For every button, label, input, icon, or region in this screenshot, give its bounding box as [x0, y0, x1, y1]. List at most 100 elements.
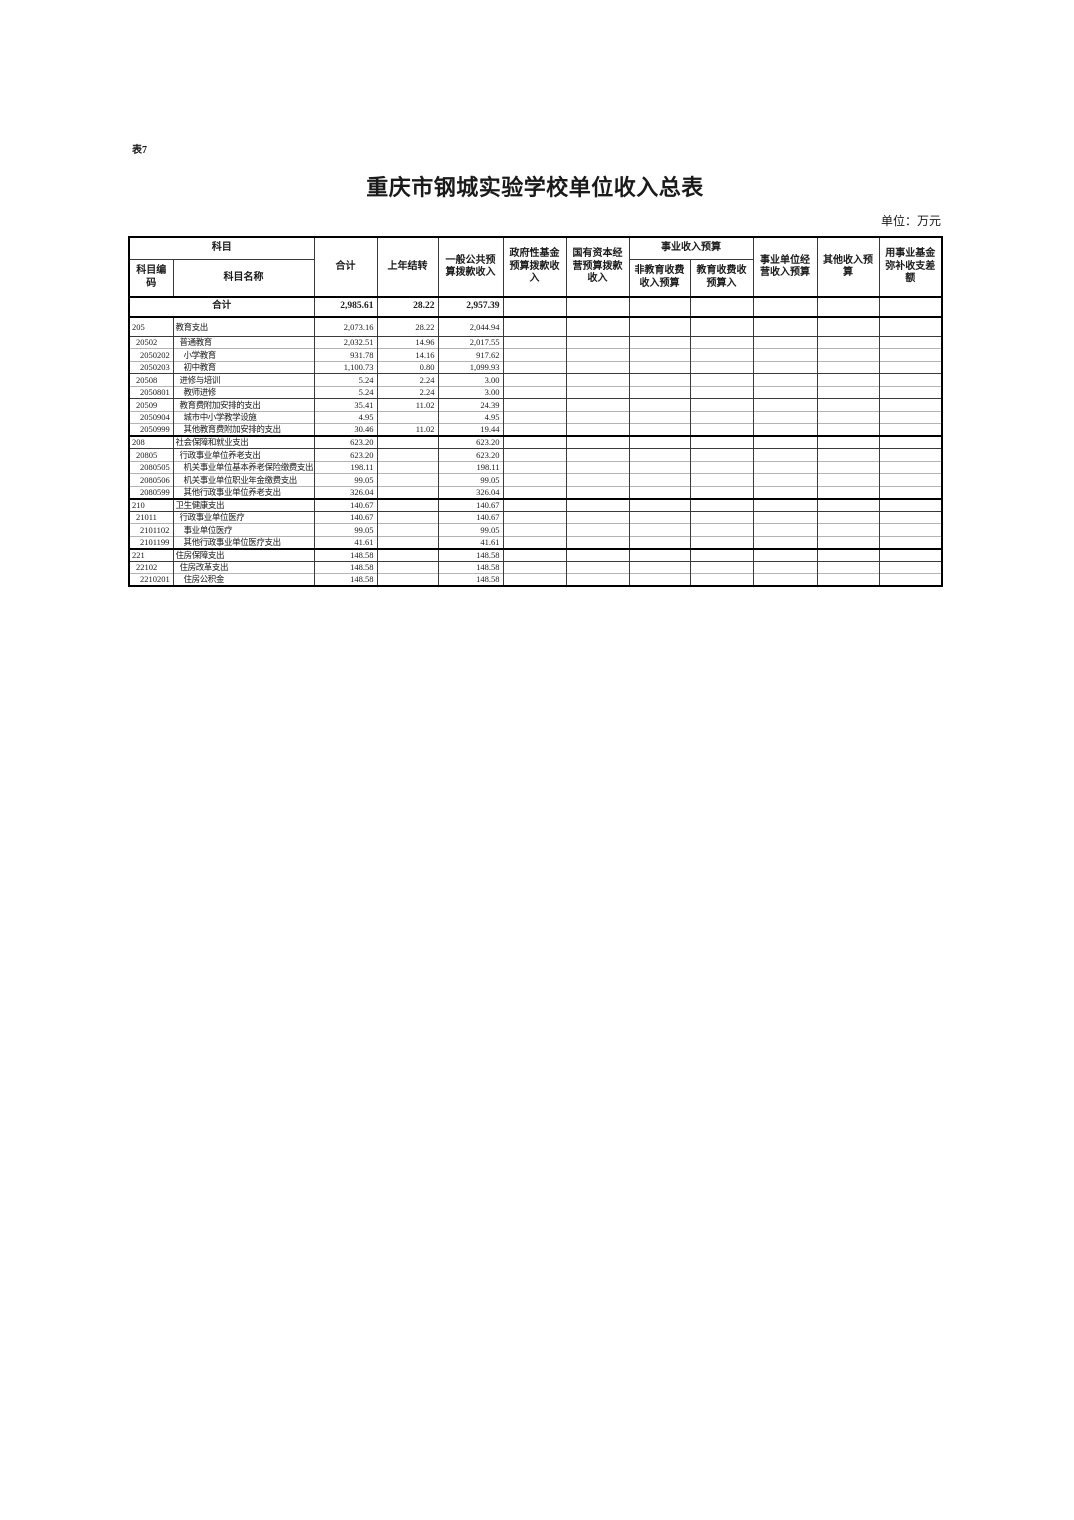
row-value [376, 448, 439, 461]
row-value [376, 410, 439, 424]
row-value [376, 485, 439, 499]
row-value: 148.58 [313, 573, 378, 586]
row-code: 2080599 [128, 485, 174, 499]
table-body: 205 教育支出 2,073.16 28.22 2,044.94 20502 普通教育 2,0… [128, 316, 943, 586]
row-code: 20805 [128, 448, 174, 461]
table-row: 20508 进修与培训 5.24 2.24 3.00 [128, 373, 943, 386]
row-value: 140.67 [437, 497, 504, 511]
row-code: 2080505 [128, 460, 174, 474]
header-business-income-budget-group: 事业收入预算 [628, 236, 754, 260]
grand-total-empty-cell [565, 296, 630, 317]
table-row: 2080505 机关事业单位基本养老保险缴费支出 198.11 198.11 [128, 460, 943, 474]
row-value: 11.02 [376, 398, 439, 411]
header-education-fee-income: 教育收费收预算入 [689, 258, 754, 298]
row-empty-cell [689, 473, 754, 486]
row-empty-cell [878, 410, 943, 424]
row-value: 2,044.94 [437, 316, 504, 336]
row-code: 221 [128, 547, 174, 561]
row-empty-cell [752, 373, 818, 386]
header-total: 合计 [313, 236, 378, 298]
row-empty-cell [565, 535, 630, 549]
row-empty-cell [502, 547, 567, 561]
row-empty-cell [816, 547, 880, 561]
row-value: 5.24 [313, 373, 378, 386]
row-empty-cell [752, 348, 818, 361]
row-empty-cell [752, 560, 818, 574]
row-value: 2,073.16 [313, 316, 378, 336]
row-empty-cell [565, 435, 630, 449]
row-name: 小学教育 [172, 348, 315, 361]
row-empty-cell [502, 385, 567, 399]
grand-total-empty-cell [878, 296, 943, 317]
table-row: 208 社会保障和就业支出 623.20 623.20 [128, 435, 943, 449]
row-value: 3.00 [437, 373, 504, 386]
row-empty-cell [565, 473, 630, 486]
table-row: 221 住房保障支出 148.58 148.58 [128, 547, 943, 561]
row-empty-cell [816, 348, 880, 361]
row-value: 99.05 [437, 523, 504, 536]
row-empty-cell [565, 448, 630, 461]
row-empty-cell [502, 573, 567, 586]
row-empty-cell [628, 335, 691, 349]
row-empty-cell [752, 460, 818, 474]
table-row: 2080506 机关事业单位职业年金缴费支出 99.05 99.05 [128, 473, 943, 486]
table-header: 科目 合计 上年结转 一般公共预算拨款收入 政府性基金预算拨款收入 国有资本经营… [128, 236, 943, 298]
header-subject-code: 科目编码 [128, 258, 174, 298]
table-row: 2050801 教师进修 5.24 2.24 3.00 [128, 385, 943, 399]
row-empty-cell [878, 573, 943, 586]
row-empty-cell [502, 348, 567, 361]
row-empty-cell [628, 547, 691, 561]
row-code: 20509 [128, 398, 174, 411]
row-value [376, 523, 439, 536]
row-value: 326.04 [313, 485, 378, 499]
row-value: 4.95 [437, 410, 504, 424]
row-empty-cell [752, 497, 818, 511]
table-row: 210 卫生健康支出 140.67 140.67 [128, 497, 943, 511]
row-empty-cell [502, 435, 567, 449]
row-code: 2050904 [128, 410, 174, 424]
row-code: 2101102 [128, 523, 174, 536]
row-empty-cell [878, 535, 943, 549]
grand-total-empty-cell [816, 296, 880, 317]
row-empty-cell [752, 435, 818, 449]
row-empty-cell [689, 523, 754, 536]
header-subject-name: 科目名称 [172, 258, 315, 298]
row-empty-cell [689, 560, 754, 574]
row-name: 城市中小学教学设施 [172, 410, 315, 424]
row-empty-cell [689, 335, 754, 349]
row-empty-cell [752, 547, 818, 561]
row-value: 148.58 [313, 560, 378, 574]
row-value: 623.20 [313, 448, 378, 461]
row-empty-cell [816, 316, 880, 336]
grand-total-row: 合计 2,985.61 28.22 2,957.39 [128, 296, 943, 317]
row-code: 2050203 [128, 360, 174, 374]
row-value: 2.24 [376, 385, 439, 399]
row-empty-cell [565, 373, 630, 386]
row-value: 623.20 [437, 435, 504, 449]
row-value: 28.22 [376, 316, 439, 336]
row-empty-cell [502, 373, 567, 386]
row-empty-cell [502, 535, 567, 549]
row-code: 20502 [128, 335, 174, 349]
row-empty-cell [502, 335, 567, 349]
row-empty-cell [878, 485, 943, 499]
row-empty-cell [816, 473, 880, 486]
row-empty-cell [816, 573, 880, 586]
row-code: 205 [128, 316, 174, 336]
row-name: 卫生健康支出 [172, 497, 315, 511]
row-empty-cell [752, 360, 818, 374]
row-empty-cell [628, 573, 691, 586]
row-empty-cell [752, 485, 818, 499]
row-empty-cell [752, 385, 818, 399]
row-empty-cell [816, 435, 880, 449]
row-empty-cell [502, 423, 567, 436]
row-empty-cell [878, 316, 943, 336]
row-empty-cell [752, 535, 818, 549]
row-empty-cell [816, 398, 880, 411]
row-value: 2,017.55 [437, 335, 504, 349]
row-value: 14.16 [376, 348, 439, 361]
row-value: 19.44 [437, 423, 504, 436]
row-empty-cell [689, 360, 754, 374]
row-empty-cell [628, 497, 691, 511]
row-name: 其他行政事业单位养老支出 [172, 485, 315, 499]
